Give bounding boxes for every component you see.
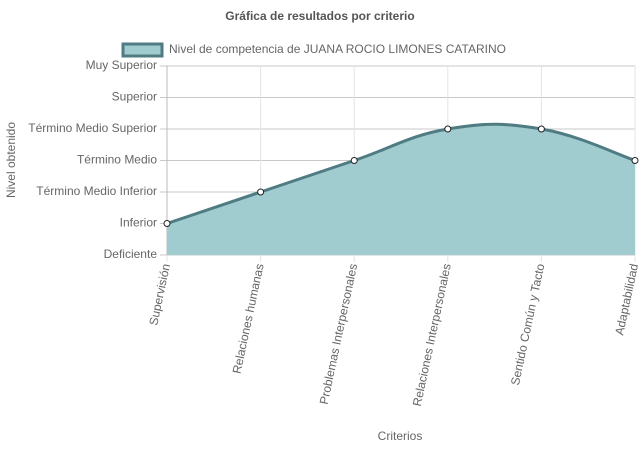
chart-title: Gráfica de resultados por criterio: [225, 9, 414, 23]
y-tick-label: Término Medio: [77, 153, 157, 167]
y-tick-label: Término Medio Superior: [28, 121, 157, 135]
y-tick-label: Deficiente: [104, 247, 158, 261]
y-tick-label: Inferior: [120, 216, 157, 230]
area-fill: [167, 124, 635, 255]
x-tick-label: Supervisión: [146, 262, 173, 326]
point: [537, 125, 545, 133]
point: [257, 188, 265, 196]
x-axis-title: Criterios: [378, 429, 423, 443]
point: [631, 157, 639, 164]
x-tick-label: Relaciones Interpersonales: [410, 262, 454, 407]
y-axis-title: Nivel obtenido: [4, 122, 18, 198]
legend-swatch: [121, 42, 164, 58]
y-tick-label: Superior: [112, 90, 157, 104]
x-tick-label: Problemas Interpersonales: [317, 262, 361, 405]
x-tick-label: Relaciones humanas: [230, 262, 267, 375]
point: [163, 220, 171, 227]
legend-label: Nivel de competencia de JUANA ROCIO LIMO…: [169, 42, 506, 56]
point: [444, 125, 452, 133]
x-tick-label: Adaptabilidad: [612, 262, 639, 336]
y-tick-label: Término Medio Inferior: [36, 184, 157, 198]
point: [350, 157, 358, 164]
line: [166, 122, 636, 225]
y-tick-label: Muy Superior: [86, 58, 157, 72]
x-tick-label: Sentido Común y Tacto: [508, 262, 548, 386]
